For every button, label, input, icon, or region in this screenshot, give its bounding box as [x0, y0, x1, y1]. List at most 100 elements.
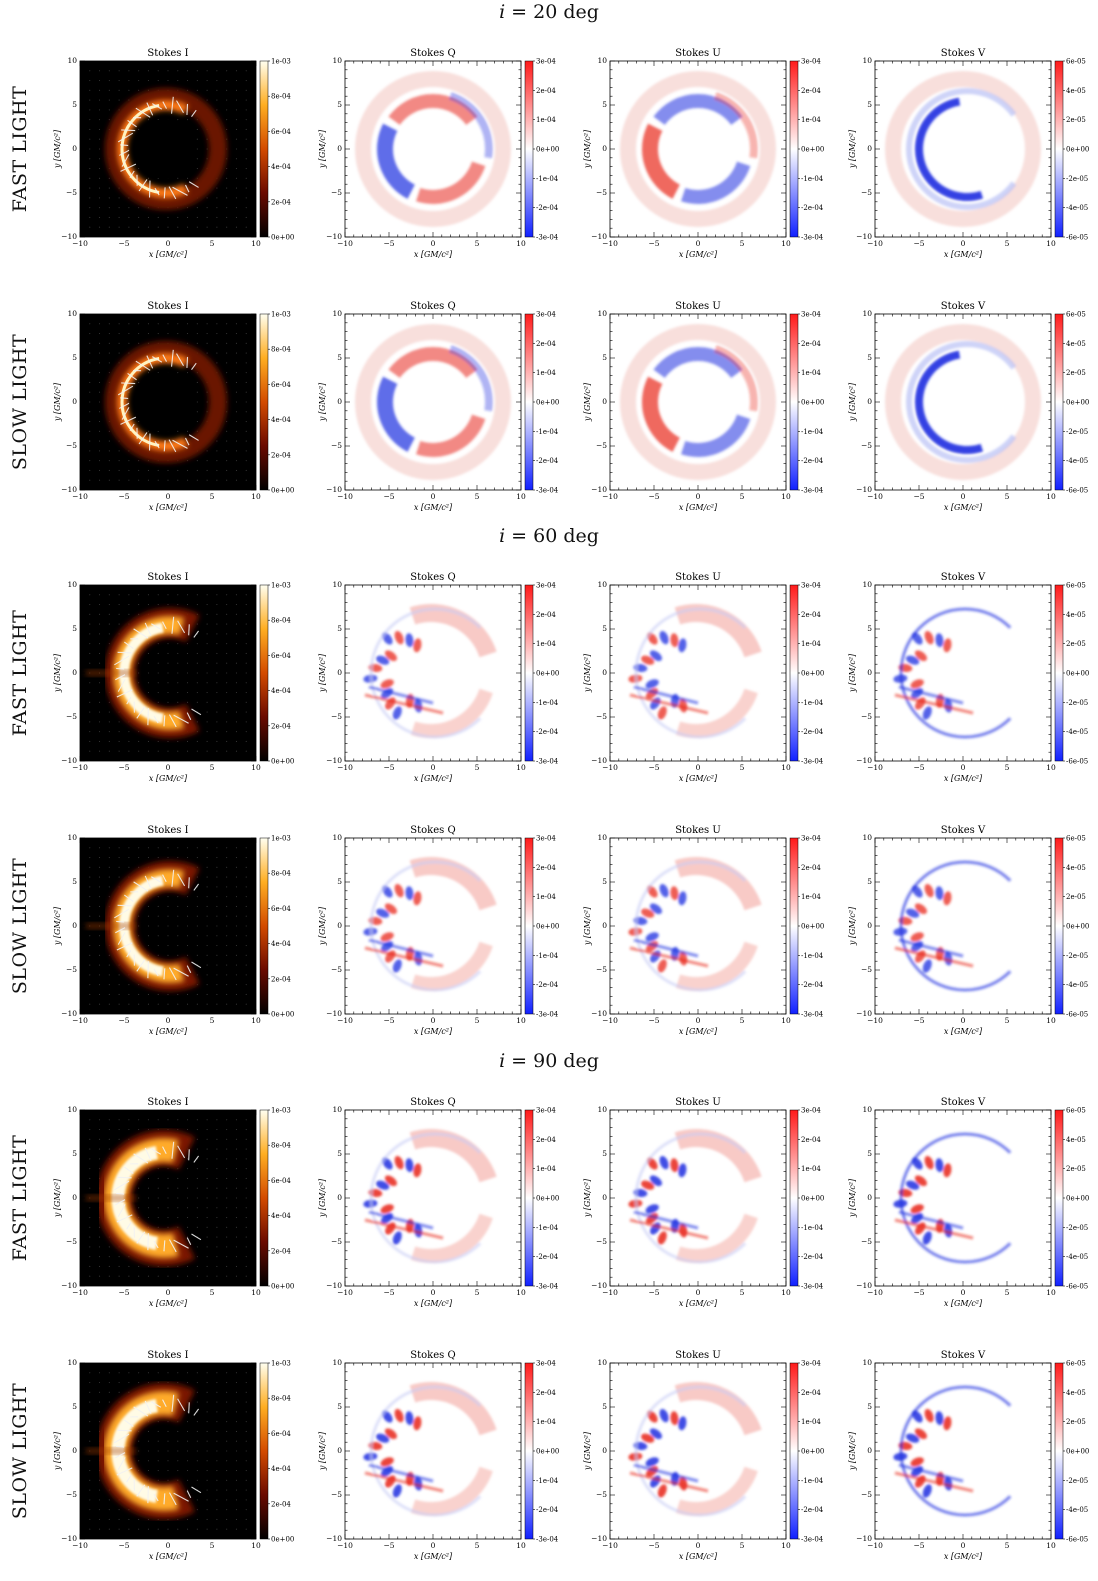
colorbar-tick-label: -6e-05: [1066, 1283, 1088, 1291]
colorbar-tick-label: 4e-04: [271, 940, 291, 948]
colorbar-tick-label: 1e-03: [271, 1107, 291, 1115]
y-tick-label: 10: [332, 833, 342, 842]
x-tick-label: 10: [1046, 239, 1056, 248]
y-tick-label: 5: [72, 1149, 77, 1158]
x-axis-label: x [GM/c²]: [944, 774, 983, 783]
y-tick-label: −10: [61, 1009, 77, 1018]
x-tick-label: 0: [166, 1016, 171, 1025]
x-tick-label: 5: [475, 239, 480, 248]
x-tick-label: −5: [383, 1541, 394, 1550]
colorbar-tick-label: 1e-03: [271, 58, 291, 66]
x-axis-label: x [GM/c²]: [414, 1027, 453, 1036]
y-tick-label: 5: [602, 1149, 607, 1158]
colorbar-tick-label: -2e-05: [1066, 699, 1088, 707]
y-tick-label: −10: [61, 232, 77, 241]
y-tick-label: 0: [602, 397, 607, 406]
colorbar-tick-label: 3e-04: [801, 582, 821, 590]
x-tick-label: −5: [648, 492, 659, 501]
y-tick-label: −10: [61, 1534, 77, 1543]
x-axis-label: x [GM/c²]: [414, 774, 453, 783]
colorbar-tick-label: 2e-05: [1066, 1418, 1086, 1426]
colorbar-tick-label: 8e-04: [271, 617, 291, 625]
colorbar-tick-label: -1e-04: [536, 952, 559, 960]
y-tick-label: 10: [332, 309, 342, 318]
x-tick-label: 5: [1005, 1541, 1010, 1550]
x-axis-label: x [GM/c²]: [679, 250, 718, 259]
colorbar-tick-label: 3e-04: [536, 58, 556, 66]
colorbar-tick-label: -6e-05: [1066, 1536, 1088, 1544]
colorbar-tick-label: 1e-04: [801, 1418, 821, 1426]
panel-title: Stokes V: [941, 572, 986, 583]
x-tick-label: 5: [475, 1016, 480, 1025]
y-axis-label: y [GM/c²]: [318, 1178, 327, 1218]
y-tick-label: −10: [856, 485, 872, 494]
colorbar-tick-label: 6e-04: [271, 128, 291, 136]
x-tick-label: 10: [516, 1288, 526, 1297]
colorbar-tick-label: 1e-03: [271, 1360, 291, 1368]
colorbar-tick-label: 4e-05: [1066, 611, 1086, 619]
colorbar-tick-label: 1e-04: [536, 369, 556, 377]
colorbar-tick-label: 2e-04: [536, 864, 556, 872]
y-tick-label: 10: [67, 580, 77, 589]
y-axis-label: y [GM/c²]: [583, 129, 592, 169]
colorbar-tick-label: 1e-03: [271, 311, 291, 319]
y-tick-label: 10: [597, 1358, 607, 1367]
x-axis-label: x [GM/c²]: [944, 503, 983, 512]
colorbar-tick-label: -6e-05: [1066, 234, 1088, 242]
x-tick-label: 0: [961, 239, 966, 248]
x-tick-label: −5: [913, 1016, 924, 1025]
colorbar-tick-label: 4e-04: [271, 1212, 291, 1220]
colorbar-tick-label: 6e-05: [1066, 1107, 1086, 1115]
colorbar-tick-label: 0e+00: [1066, 670, 1089, 678]
colorbar-tick-label: 3e-04: [801, 835, 821, 843]
x-tick-label: 5: [475, 1541, 480, 1550]
y-tick-label: −10: [856, 232, 872, 241]
colorbar-tick-label: -3e-04: [801, 1011, 824, 1019]
y-axis-label: y [GM/c²]: [583, 653, 592, 693]
x-tick-label: 5: [475, 492, 480, 501]
colorbar-tick-label: 4e-05: [1066, 340, 1086, 348]
colorbar-tick-label: -3e-04: [536, 234, 559, 242]
colorbar-tick-label: -4e-05: [1066, 1253, 1088, 1261]
y-tick-label: −5: [596, 965, 607, 974]
y-tick-label: 5: [337, 624, 342, 633]
y-axis-label: y [GM/c²]: [583, 1178, 592, 1218]
panel-title: Stokes U: [675, 1350, 721, 1361]
x-tick-label: 0: [696, 763, 701, 772]
y-tick-label: 5: [867, 1149, 872, 1158]
x-tick-label: 5: [740, 492, 745, 501]
colorbar-tick-label: -4e-05: [1066, 981, 1088, 989]
x-tick-label: 10: [1046, 763, 1056, 772]
x-axis-label: x [GM/c²]: [944, 1552, 983, 1561]
x-tick-label: 10: [781, 1016, 791, 1025]
y-tick-label: −10: [591, 1281, 607, 1290]
x-tick-label: −5: [648, 1016, 659, 1025]
colorbar-tick-label: 6e-04: [271, 1430, 291, 1438]
y-tick-label: 0: [72, 144, 77, 153]
colorbar-tick-label: -2e-05: [1066, 1477, 1088, 1485]
x-tick-label: −5: [383, 1288, 394, 1297]
x-tick-label: −5: [913, 1541, 924, 1550]
x-tick-label: 0: [961, 1016, 966, 1025]
x-tick-label: 0: [431, 763, 436, 772]
colorbar-tick-label: 0e+00: [536, 1195, 559, 1203]
y-tick-label: 10: [862, 833, 872, 842]
colorbar-tick-label: 1e-04: [536, 893, 556, 901]
y-tick-label: 0: [72, 1446, 77, 1455]
x-tick-label: 10: [516, 1016, 526, 1025]
colorbar-tick-label: 8e-04: [271, 93, 291, 101]
colorbar-tick-label: -2e-04: [801, 981, 824, 989]
x-tick-label: 5: [740, 239, 745, 248]
colorbar-tick-label: 2e-05: [1066, 116, 1086, 124]
y-tick-label: −10: [591, 1009, 607, 1018]
panel-title: Stokes Q: [410, 1097, 455, 1108]
y-tick-label: −5: [861, 1237, 872, 1246]
y-tick-label: −10: [61, 1281, 77, 1290]
y-axis-label: y [GM/c²]: [583, 1431, 592, 1471]
x-axis-label: x [GM/c²]: [679, 503, 718, 512]
colorbar-tick-label: -2e-04: [801, 1253, 824, 1261]
